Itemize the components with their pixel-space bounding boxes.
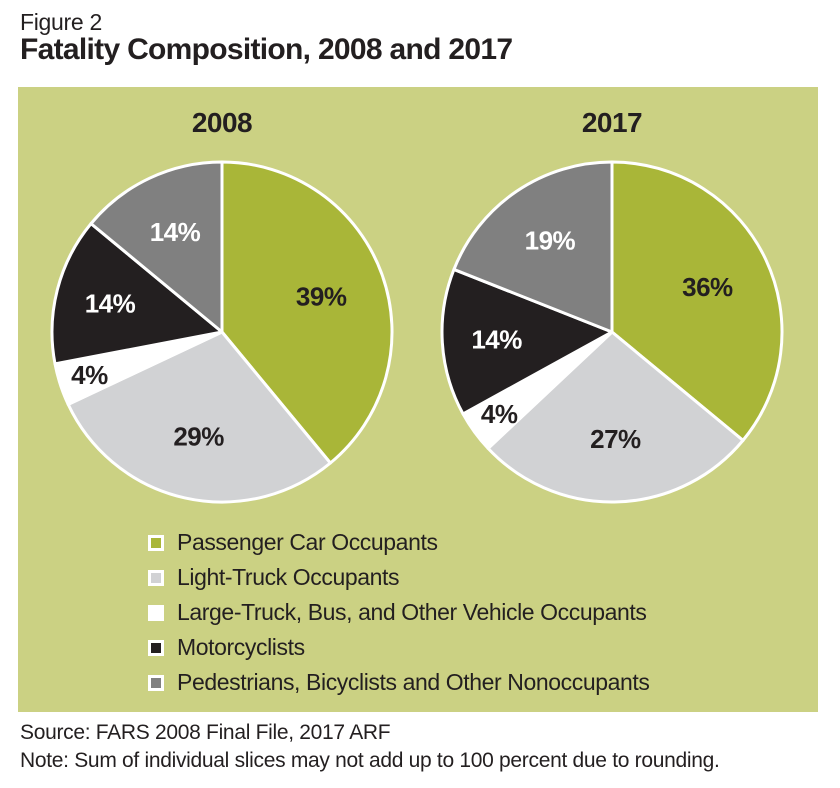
legend-item-passenger-car-occupants: Passenger Car Occupants	[148, 525, 808, 560]
pie-block-2017: 2017 36% 27% 4% 14% 19%	[422, 107, 802, 522]
pie-slice-label-passenger-car-occupants: 36%	[682, 272, 733, 302]
legend-label: Light-Truck Occupants	[177, 564, 400, 590]
pie-slice-label-passenger-car-occupants: 39%	[296, 281, 347, 311]
pie-block-2008: 2008 39% 29% 4% 14% 14%	[32, 107, 412, 522]
legend-swatch-icon	[148, 674, 164, 691]
legend-swatch-icon	[148, 569, 164, 586]
pie-slice-label-motorcyclists: 14%	[471, 324, 522, 354]
pie-slice-passenger-car-occupants	[220, 160, 394, 465]
pie-slice-label-light-truck-occupants: 27%	[590, 424, 641, 454]
rounding-note: Note: Sum of individual slices may not a…	[20, 749, 720, 772]
figure-title: Fatality Composition, 2008 and 2017	[20, 33, 513, 66]
pie-slice-light-truck-occupants	[486, 330, 745, 504]
pie-slice-label-pedestrians-bicyclists-and-other-nonoccupants: 19%	[525, 226, 576, 256]
pie-slice-label-motorcyclists: 14%	[85, 288, 136, 318]
pie-chart-2008: 39% 29% 4% 14% 14%	[50, 160, 394, 504]
pie-slice-pedestrians-bicyclists-and-other-nonoccupants	[452, 160, 614, 334]
legend-item-motorcyclists: Motorcyclists	[148, 630, 808, 665]
pie-2017-year-label: 2017	[581, 107, 643, 138]
pie-slice-label-light-truck-occupants: 29%	[173, 422, 224, 452]
pie-2008-year-label: 2008	[191, 107, 253, 138]
legend-label: Large-Truck, Bus, and Other Vehicle Occu…	[177, 599, 647, 625]
pie-slice-motorcyclists	[50, 222, 224, 366]
legend: Passenger Car Occupants Light-Truck Occup…	[148, 525, 808, 700]
pie-slice-label-pedestrians-bicyclists-and-other-nonoccupants: 14%	[150, 217, 201, 247]
legend-label: Passenger Car Occupants	[177, 529, 438, 555]
pie-slice-label-large-truck-bus-and-other-vehicle-occupants: 4%	[71, 360, 108, 390]
legend-item-pedestrians-bicyclists-and-other-nonoccupants: Pedestrians, Bicyclists and Other Nonocc…	[148, 665, 808, 700]
legend-swatch-icon	[148, 604, 164, 621]
chart-panel: 2008 39% 29% 4% 14% 14% 2017 36% 27% 4% 14% 19% …	[18, 87, 818, 712]
pie-slice-pedestrians-bicyclists-and-other-nonoccupants	[89, 160, 224, 334]
legend-item-light-truck-occupants: Light-Truck Occupants	[148, 560, 808, 595]
legend-label: Motorcyclists	[177, 634, 305, 660]
pie-slice-label-large-truck-bus-and-other-vehicle-occupants: 4%	[481, 399, 518, 429]
legend-swatch-icon	[148, 639, 164, 656]
legend-item-large-truck-bus-and-other-vehicle-occupants: Large-Truck, Bus, and Other Vehicle Occu…	[148, 595, 808, 630]
figure-label: Figure 2	[20, 9, 102, 35]
source-note: Source: FARS 2008 Final File, 2017 ARF	[20, 721, 391, 744]
pie-chart-2017: 36% 27% 4% 14% 19%	[440, 160, 784, 504]
pie-slice-passenger-car-occupants	[610, 160, 784, 442]
legend-label: Pedestrians, Bicyclists and Other Nonocc…	[177, 669, 650, 695]
legend-swatch-icon	[148, 534, 164, 551]
pie-slice-motorcyclists	[440, 267, 614, 416]
